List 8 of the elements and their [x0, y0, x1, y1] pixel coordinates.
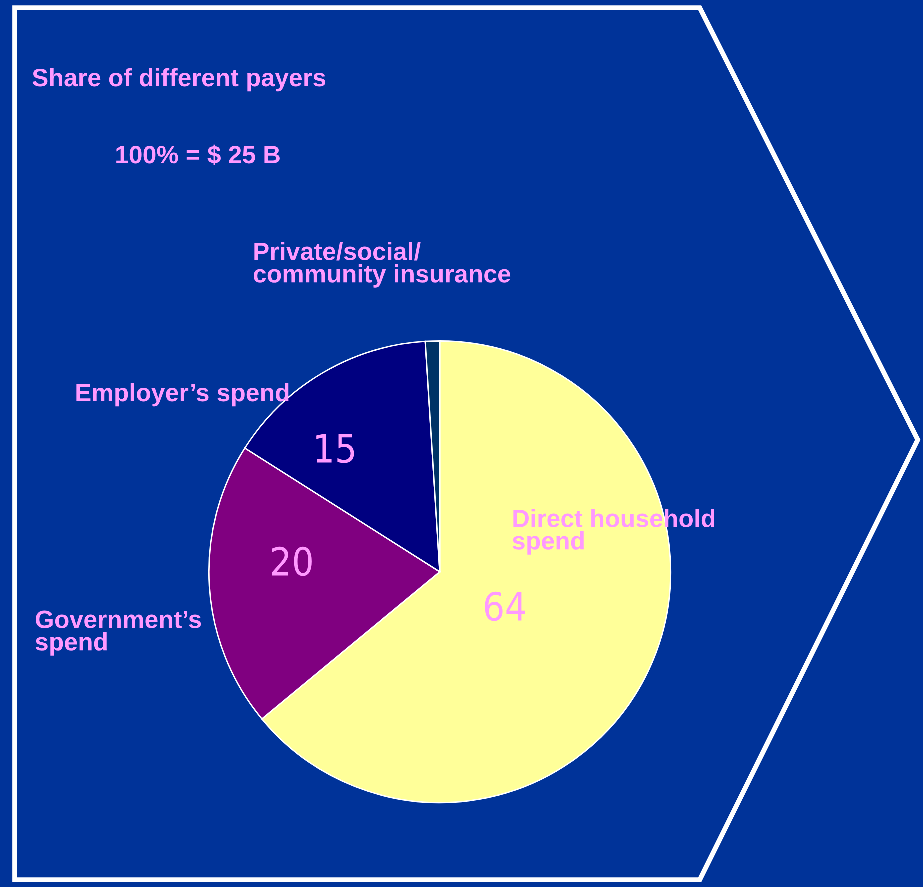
- data-label: 15: [316, 434, 354, 464]
- slice-label: Private/social/ community insurance: [254, 242, 511, 288]
- slice-label: Government’s spend: [36, 610, 202, 656]
- chart-title: Share of different payers: [32, 68, 326, 92]
- data-label: 64: [485, 592, 526, 622]
- slice-label: Employer’s spend: [76, 383, 289, 407]
- chart-subtitle: 100% = $ 25 B: [116, 144, 280, 166]
- data-label: 20: [272, 546, 312, 576]
